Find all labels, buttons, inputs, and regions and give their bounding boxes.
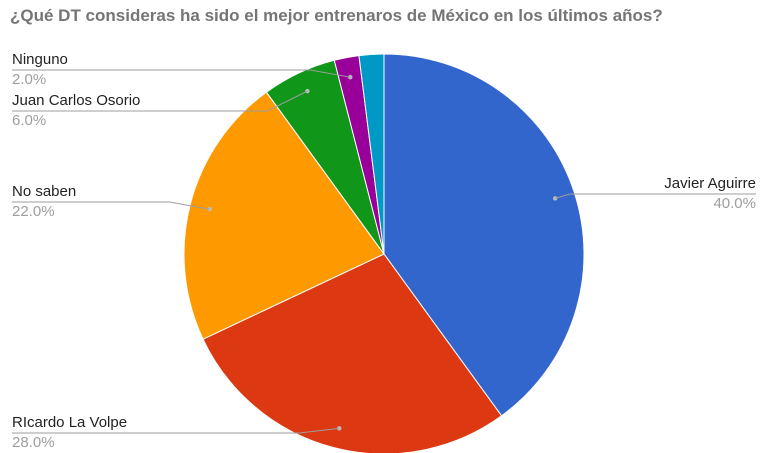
- slice-value-label: 2.0%: [12, 71, 46, 88]
- leader-line: [555, 193, 756, 199]
- slice-value-label: 28.0%: [12, 434, 55, 451]
- slice-value-label: 22.0%: [12, 203, 55, 220]
- leader-line: [12, 201, 210, 210]
- leader-lines: [12, 69, 756, 434]
- chart-title: ¿Qué DT consideras ha sido el mejor entr…: [10, 6, 663, 25]
- slice-labels: Javier Aguirre 40.0% RIcardo La Volpe 28.0%…: [12, 51, 756, 451]
- pie-slice-ricardo-la-volpe: [202, 253, 503, 453]
- slice-value-label: 6.0%: [12, 112, 46, 129]
- pie-slice-no-saben: [183, 91, 385, 340]
- slice-label: RIcardo La Volpe: [12, 414, 127, 431]
- leader-line: [12, 69, 351, 78]
- slice-label: No saben: [12, 183, 76, 200]
- slice-label: Javier Aguirre: [664, 175, 756, 192]
- slice-value-label: 40.0%: [713, 195, 756, 212]
- pie-slices: [183, 53, 585, 453]
- pie-slice-javier-aguirre: [383, 53, 585, 417]
- pie-slice-unlabeled: [358, 53, 385, 255]
- slice-label: Juan Carlos Osorio: [12, 92, 140, 109]
- leader-line: [12, 90, 308, 112]
- leader-line: [12, 427, 340, 434]
- slice-label: Ninguno: [12, 51, 68, 68]
